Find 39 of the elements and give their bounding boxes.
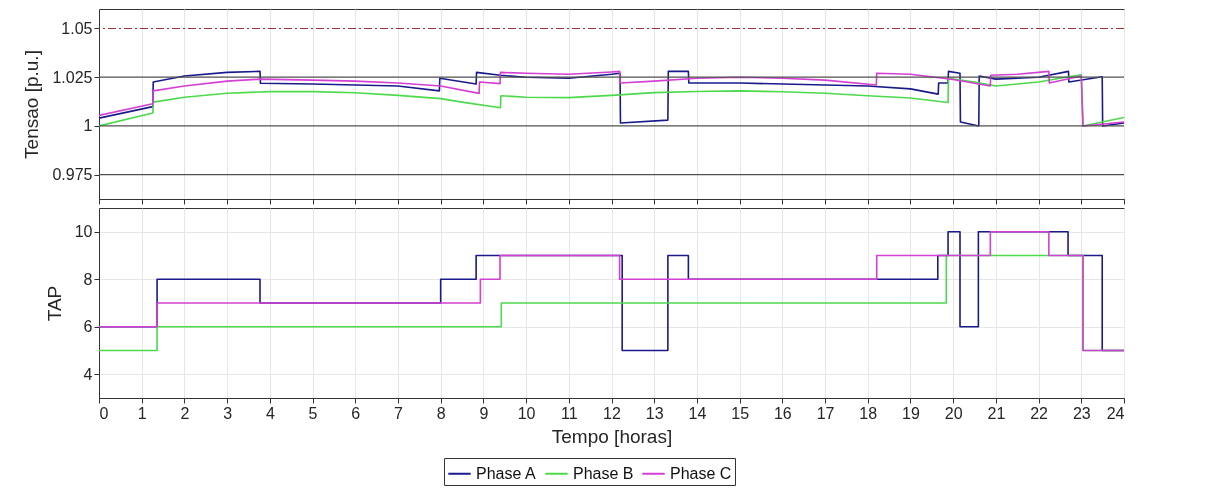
y-tick-label: 1.05 (61, 19, 93, 37)
x-tick-label: 3 (223, 404, 233, 422)
x-tick-label: 5 (308, 404, 318, 422)
x-tick-label: 6 (351, 404, 361, 422)
x-axis-title: Tempo [horas] (551, 425, 673, 447)
y-tick-label: 10 (74, 223, 93, 241)
x-tick-label: 0 (99, 404, 109, 422)
legend-label: Phase C (670, 464, 732, 482)
y-axis-title: TAP (43, 285, 65, 322)
legend-label: Phase A (476, 464, 536, 482)
x-tick-label: 4 (265, 404, 275, 422)
y-tick-label: 4 (83, 365, 93, 383)
y-tick-label: 0.975 (52, 166, 93, 184)
x-tick-label: 7 (394, 404, 404, 422)
x-tick-label: 12 (603, 404, 621, 422)
x-tick-label: 16 (773, 404, 792, 422)
legend-label: Phase B (573, 464, 634, 482)
x-tick-label: 10 (517, 404, 536, 422)
y-tick-label: 1.025 (52, 68, 93, 86)
x-tick-label: 17 (816, 404, 835, 422)
x-tick-label: 15 (731, 404, 750, 422)
x-tick-label: 20 (944, 404, 963, 422)
x-tick-label: 1 (137, 404, 147, 422)
x-tick-label: 2 (180, 404, 190, 422)
x-tick-label: 9 (479, 404, 489, 422)
x-tick-label: 24 (1106, 404, 1125, 422)
y-tick-label: 8 (83, 270, 93, 288)
x-tick-label: 23 (1072, 404, 1091, 422)
x-tick-label: 22 (1030, 404, 1049, 422)
x-tick-label: 14 (688, 404, 707, 422)
x-tick-label: 19 (902, 404, 920, 422)
x-tick-label: 18 (859, 404, 878, 422)
y-tick-label: 6 (83, 318, 93, 336)
y-axis-title: Tensao [p.u.] (21, 50, 43, 159)
x-tick-label: 8 (436, 404, 446, 422)
x-tick-label: 21 (987, 404, 1006, 422)
x-tick-label: 11 (560, 404, 578, 422)
x-tick-label: 13 (645, 404, 664, 422)
y-tick-label: 1 (83, 117, 93, 135)
